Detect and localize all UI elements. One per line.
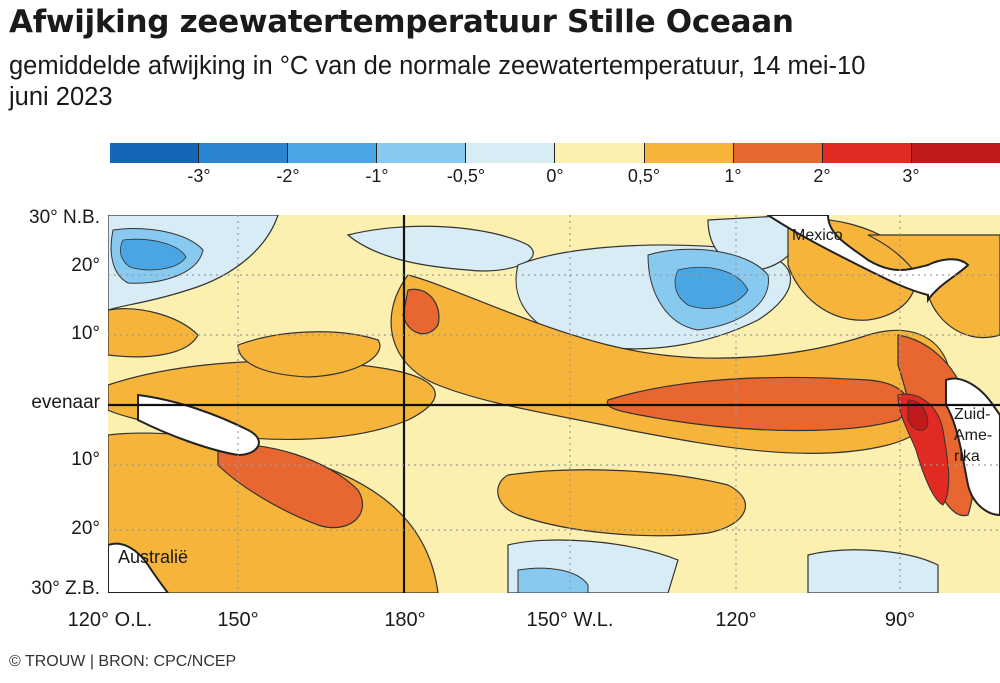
legend-label: 0,5° xyxy=(627,166,661,186)
legend-label: 1° xyxy=(724,166,742,186)
landmasses xyxy=(108,215,1000,593)
map-svg: Mexico Zuid- Ame- rika Australië xyxy=(108,215,1000,593)
legend-label: -0,5° xyxy=(446,166,486,186)
lat-label-30n: 30° N.B. xyxy=(29,207,100,228)
label-south-america-3: rika xyxy=(954,448,980,465)
legend-labels: -3° -2° -1° -0,5° 0° 0,5° 1° 2° 3° xyxy=(110,166,1000,190)
lat-label-30s: 30° Z.B. xyxy=(31,578,100,599)
lon-label-180: 180° xyxy=(384,609,426,631)
legend-swatch xyxy=(288,143,378,163)
chart-title: Afwijking zeewatertemperatuur Stille Oce… xyxy=(9,4,794,40)
label-mexico: Mexico xyxy=(792,227,843,244)
lat-label-10s: 10° xyxy=(71,449,100,470)
legend-swatch xyxy=(644,143,734,163)
lon-label-150w: 150° W.L. xyxy=(526,609,614,631)
source-credit: © TROUW | BRON: CPC/NCEP xyxy=(9,653,237,670)
legend-swatch xyxy=(911,143,1000,163)
legend-label: 3° xyxy=(902,166,920,186)
legend-swatch xyxy=(822,143,912,163)
legend-swatch xyxy=(377,143,467,163)
lat-label-10n: 10° xyxy=(71,323,100,344)
legend-swatch xyxy=(733,143,823,163)
lat-label-20n: 20° xyxy=(71,255,100,276)
legend-swatch xyxy=(199,143,289,163)
chart-subtitle: gemiddelde afwijking in °C van de normal… xyxy=(9,52,866,111)
label-australia: Australië xyxy=(118,547,188,567)
colder-cores xyxy=(119,238,749,309)
lon-label-120e: 120° O.L. xyxy=(67,609,153,631)
legend-label: -1° xyxy=(365,166,389,186)
graticule xyxy=(108,215,1000,593)
legend-swatch xyxy=(555,143,645,163)
legend-label: -3° xyxy=(187,166,211,186)
lon-label-150e: 150° xyxy=(217,609,259,631)
legend-swatch xyxy=(110,143,200,163)
legend-label: 2° xyxy=(813,166,831,186)
hottest-cores xyxy=(907,399,929,431)
color-legend xyxy=(110,143,1000,165)
sea-temperature-map: Mexico Zuid- Ame- rika Australië xyxy=(108,215,1000,593)
lat-label-20s: 20° xyxy=(71,518,100,539)
lon-label-90w: 90° xyxy=(884,609,916,631)
lon-label-120w: 120° xyxy=(715,609,757,631)
legend-label: 0° xyxy=(546,166,564,186)
legend-swatch xyxy=(466,143,556,163)
legend-label: -2° xyxy=(276,166,300,186)
lat-label-equator: evenaar xyxy=(31,392,100,413)
label-south-america-2: Ame- xyxy=(954,427,992,444)
label-south-america-1: Zuid- xyxy=(954,406,990,423)
